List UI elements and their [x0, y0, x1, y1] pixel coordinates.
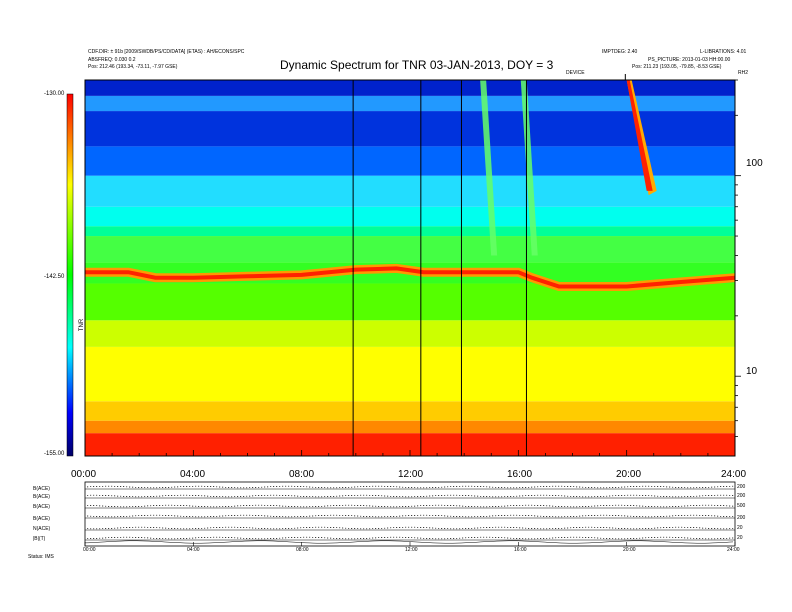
- plasma-line: [85, 266, 736, 289]
- ts-x-tick-0: 00:00: [83, 547, 96, 553]
- type-iii-burst-1: [520, 80, 538, 256]
- colorbar-gradient: [66, 93, 74, 457]
- panel-trace-bottom: [84, 540, 734, 544]
- spectrum-band-10: [85, 146, 735, 176]
- panel-right-tick-4: 200: [737, 515, 746, 521]
- spectrum-band-1: [85, 420, 735, 434]
- panel-label-1: B(ACE): [33, 486, 50, 492]
- spectrum-band-12: [85, 95, 735, 112]
- header-info-left-1: CDF.DIR: ± 91b [2009/SWDB/PS/CD/DATA] (E…: [88, 49, 245, 55]
- panel-right-tick-3: 500: [737, 503, 746, 509]
- colorbar: [66, 93, 74, 457]
- panel-right-tick-2: 200: [737, 493, 746, 499]
- spectrum-band-6: [85, 236, 735, 263]
- panel-trace-4: [87, 526, 734, 530]
- x-tick-6: 24:00: [721, 469, 747, 480]
- spectrum-band-8: [85, 206, 735, 227]
- header-info-right-1: IMPTDEG: 2.40: [602, 49, 638, 55]
- ts-x-tick-6: 24:00: [727, 547, 740, 553]
- colorbar-tick-bottom: -155.00: [44, 451, 65, 457]
- header-info-right-4: Pos: 211.23 (193.05, -79.85, -8.53 GSE): [632, 64, 722, 70]
- header-info-right-3: PS_PICTURE: 2013-01-03 HH:00.00: [648, 57, 731, 63]
- panel-trace-2: [87, 504, 734, 508]
- panel-trace-5: [87, 536, 734, 540]
- colorbar-tick-top: -130.00: [44, 91, 65, 97]
- chart-title: Dynamic Spectrum for TNR 03-JAN-2013, DO…: [280, 58, 554, 72]
- x-tick-0: 00:00: [71, 469, 97, 480]
- ts-x-tick-3: 12:00: [405, 547, 418, 553]
- device-label: DEVICE: [566, 70, 585, 76]
- footer-status: Status: IMS: [28, 554, 54, 560]
- x-tick-5: 20:00: [616, 469, 642, 480]
- ts-x-tick-2: 08:00: [296, 547, 309, 553]
- panel-right-tick-6: 20: [737, 535, 743, 541]
- spectrum-band-7: [85, 226, 735, 237]
- spectrum-band-2: [85, 401, 735, 421]
- corner-label: RH2: [738, 70, 749, 76]
- x-tick-4: 16:00: [507, 469, 533, 480]
- spectrum-band-3: [85, 346, 735, 402]
- panel-label-3: B(ACE): [33, 504, 50, 510]
- x-tick-3: 12:00: [398, 469, 424, 480]
- spectrum-band-13: [85, 80, 735, 96]
- panel-right-tick-5: 20: [737, 525, 743, 531]
- header-info-right-2: L-LIBRATIONS: 4.01: [700, 49, 747, 55]
- x-tick-1: 04:00: [180, 469, 206, 480]
- type-ii-burst-core: [626, 80, 653, 191]
- timeseries-panels: [84, 481, 736, 547]
- spectrogram: [84, 74, 741, 457]
- y-tick-100: 100: [746, 158, 763, 169]
- panel-trace-3: [87, 514, 734, 518]
- ts-x-tick-4: 16:00: [514, 547, 527, 553]
- panel-label-5: N(ACE): [33, 526, 51, 532]
- x-tick-2: 08:00: [289, 469, 315, 480]
- spectrum-band-0: [85, 433, 735, 456]
- ts-x-tick-1: 04:00: [187, 547, 200, 553]
- y-tick-10: 10: [746, 366, 758, 377]
- header-info-left-2: ABSFREQ: 0.030 0.2: [88, 57, 136, 63]
- colorbar-tick-mid: -142.50: [44, 274, 65, 280]
- type-iii-burst-0: [480, 80, 498, 256]
- panel-label-2: B(ACE): [33, 494, 50, 500]
- spectrum-band-11: [85, 111, 735, 147]
- ts-x-tick-5: 20:00: [623, 547, 636, 553]
- panel-trace-0: [87, 485, 734, 489]
- spectrum-band-9: [85, 175, 735, 207]
- panel-label-4: B(ACE): [33, 516, 50, 522]
- panel-trace-1: [87, 494, 734, 498]
- panel-right-tick-1: 200: [737, 484, 746, 490]
- header-info-left-3: Pos: 212.46 (193.34, -73.11, -7.97 GSE): [88, 64, 178, 70]
- spectrum-band-4: [85, 320, 735, 347]
- panel-label-6: |B|(T): [33, 536, 46, 542]
- timeseries-frame: [84, 481, 736, 547]
